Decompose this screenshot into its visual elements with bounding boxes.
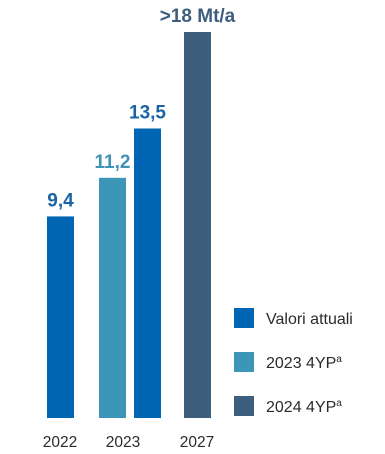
bar-2023-1 [99, 177, 126, 418]
bar-2027-3 [184, 32, 211, 418]
legend-label-superscript: a [336, 398, 342, 409]
legend-label: 2024 4YPa [266, 398, 342, 416]
x-tick-label: 2027 [180, 434, 214, 451]
bar-value-label: 11,2 [95, 152, 131, 173]
bars-group [47, 32, 211, 418]
legend-label-text: 2023 4YP [266, 355, 336, 372]
legend-label-superscript: a [336, 354, 342, 365]
bar-labels-group: 9,4 11,2 13,5 >18 Mt/a [47, 6, 235, 211]
legend-swatch [234, 308, 254, 328]
legend-label-text: 2024 4YP [266, 399, 336, 416]
bar-value-label: 9,4 [47, 190, 74, 211]
legend-label: 2023 4YPa [266, 354, 342, 372]
legend-swatch [234, 352, 254, 372]
legend-label: Valori attuali [266, 311, 353, 328]
legend-label-text: Valori attuali [266, 311, 353, 328]
bar-value-label: 13,5 [129, 103, 166, 124]
x-tick-label: 2022 [43, 434, 77, 451]
bar-2022-0 [47, 216, 74, 418]
x-tick-label: 2023 [106, 434, 140, 451]
bar-value-label: >18 Mt/a [160, 6, 236, 27]
bar-2023-2 [134, 128, 161, 418]
x-tick-labels: 2022 2023 2027 [43, 434, 214, 451]
legend-swatch [234, 396, 254, 416]
